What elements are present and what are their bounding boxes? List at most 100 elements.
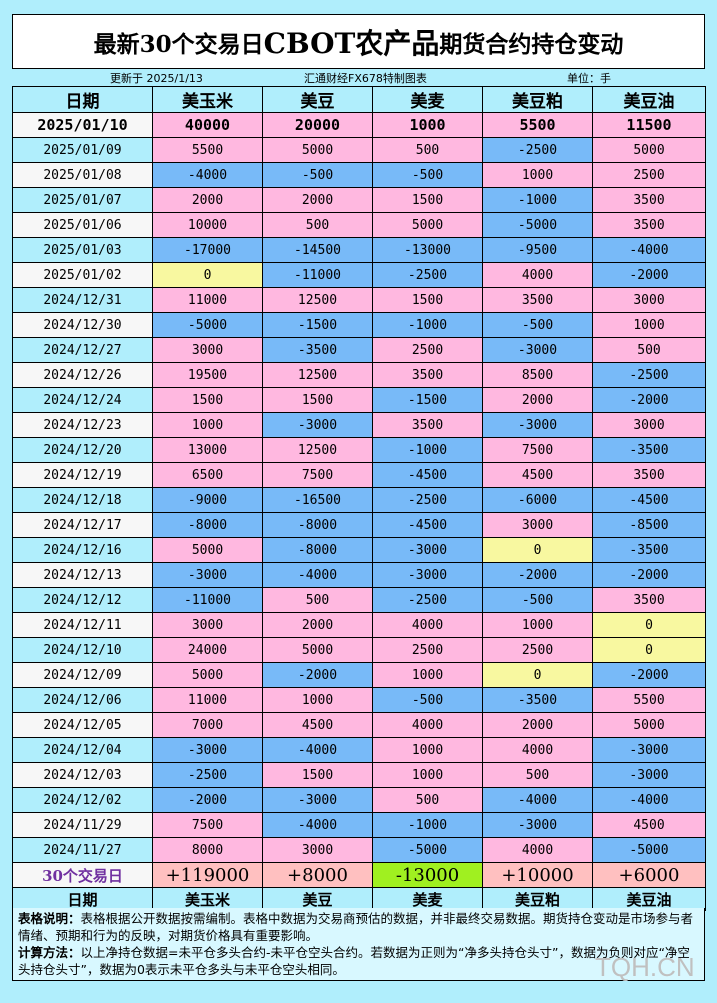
- source-label: 汇通财经FX678特制图表: [304, 72, 427, 85]
- date-cell: 2024/12/02: [12, 787, 153, 813]
- value-cell: 3500: [372, 362, 483, 388]
- value-cell: 6500: [152, 462, 263, 488]
- value-cell: -8000: [262, 512, 373, 538]
- value-cell: -3500: [592, 537, 706, 563]
- table-row: 2024/12/16 5000 -8000 -3000 0 -3500: [12, 537, 706, 563]
- date-cell: 2024/12/27: [12, 337, 153, 363]
- table-row: 2024/12/27 3000 -3500 2500 -3000 500: [12, 337, 706, 363]
- date-cell: 2025/01/02: [12, 262, 153, 288]
- value-cell: -3000: [262, 412, 373, 438]
- value-cell: -3000: [482, 337, 593, 363]
- value-cell: -11000: [152, 587, 263, 613]
- value-cell: -17000: [152, 237, 263, 263]
- table-row: 2025/01/02 0 -11000 -2500 4000 -2000: [12, 262, 706, 288]
- value-cell: -5000: [152, 312, 263, 338]
- table-row: 2024/12/10 24000 5000 2500 2500 0: [12, 637, 706, 663]
- table-row: 2025/01/06 10000 500 5000 -5000 3500: [12, 212, 706, 238]
- table-row: 2024/12/02 -2000 -3000 500 -4000 -4000: [12, 787, 706, 813]
- date-cell: 2025/01/07: [12, 187, 153, 213]
- value-cell: 2500: [592, 162, 706, 188]
- value-cell: 1000: [372, 762, 483, 788]
- title-part2: CBOT农产品: [263, 26, 440, 60]
- table-row: 2025/01/07 2000 2000 1500 -1000 3500: [12, 187, 706, 213]
- value-cell: -3000: [262, 787, 373, 813]
- value-cell: 1000: [482, 612, 593, 638]
- date-cell: 2024/12/26: [12, 362, 153, 388]
- table-row: 2025/01/08 -4000 -500 -500 1000 2500: [12, 162, 706, 188]
- date-cell: 2024/12/03: [12, 762, 153, 788]
- value-cell: -2500: [372, 487, 483, 513]
- title-part1: 最新30个交易日: [93, 30, 264, 58]
- footer-header-row: 日期 美玉米 美豆 美麦 美豆粕 美豆油: [12, 887, 706, 911]
- date-cell: 2024/12/11: [12, 612, 153, 638]
- table-row: 2024/12/20 13000 12500 -1000 7500 -3500: [12, 437, 706, 463]
- value-cell: 13000: [152, 437, 263, 463]
- table-row: 2024/12/26 19500 12500 3500 8500 -2500: [12, 362, 706, 388]
- notes: 表格说明：表格根据公开数据按需编制。表格中数据为交易商预估的数据，并非最终交易数…: [12, 908, 705, 981]
- value-cell: 2000: [482, 387, 593, 413]
- table-row: 2024/12/12 -11000 500 -2500 -500 3500: [12, 587, 706, 613]
- value-cell: 12500: [262, 287, 373, 313]
- value-cell: 11500: [592, 112, 706, 138]
- date-cell: 2024/12/20: [12, 437, 153, 463]
- value-cell: 0: [152, 262, 263, 288]
- date-cell: 2025/01/08: [12, 162, 153, 188]
- value-cell: 500: [372, 137, 483, 163]
- value-cell: 3500: [592, 587, 706, 613]
- value-cell: -4000: [262, 812, 373, 838]
- positions-table: 日期 美玉米 美豆 美麦 美豆粕 美豆油 2025/01/10 40000 20000 1000 5…: [12, 86, 706, 911]
- value-cell: 3500: [592, 187, 706, 213]
- value-cell: 5000: [372, 212, 483, 238]
- value-cell: 2500: [372, 337, 483, 363]
- value-cell: -2500: [482, 137, 593, 163]
- date-cell: 2024/12/13: [12, 562, 153, 588]
- value-cell: 2000: [482, 712, 593, 738]
- date-cell: 2024/12/18: [12, 487, 153, 513]
- value-cell: 5500: [592, 687, 706, 713]
- desc-text: 表格根据公开数据按需编制。表格中数据为交易商预估的数据，并非最终交易数据。期货持…: [18, 911, 694, 943]
- value-cell: -8500: [592, 512, 706, 538]
- value-cell: 1000: [592, 312, 706, 338]
- value-cell: -5000: [482, 212, 593, 238]
- value-cell: 1500: [152, 387, 263, 413]
- value-cell: -14500: [262, 237, 373, 263]
- value-cell: -2000: [152, 787, 263, 813]
- value-cell: 5500: [482, 112, 593, 138]
- date-cell: 2024/12/19: [12, 462, 153, 488]
- value-cell: 2000: [262, 187, 373, 213]
- value-cell: -4000: [592, 787, 706, 813]
- value-cell: -500: [372, 687, 483, 713]
- value-cell: -2000: [482, 562, 593, 588]
- value-cell: -4000: [262, 737, 373, 763]
- date-cell: 2025/01/10: [12, 112, 153, 138]
- value-cell: 500: [482, 762, 593, 788]
- unit-label: 单位：手: [567, 72, 611, 85]
- value-cell: -11000: [262, 262, 373, 288]
- column-header: 日期: [12, 887, 153, 911]
- date-cell: 2024/12/05: [12, 712, 153, 738]
- table-row: 2024/12/24 1500 1500 -1500 2000 -2000: [12, 387, 706, 413]
- value-cell: -3500: [482, 687, 593, 713]
- date-cell: 2025/01/03: [12, 237, 153, 263]
- value-cell: 0: [482, 662, 593, 688]
- value-cell: -3000: [152, 737, 263, 763]
- table-row: 2024/11/29 7500 -4000 -1000 -3000 4500: [12, 812, 706, 838]
- column-header: 美豆粕: [482, 86, 593, 113]
- value-cell: -500: [372, 162, 483, 188]
- table-row: 2024/12/17 -8000 -8000 -4500 3000 -8500: [12, 512, 706, 538]
- table-row: 2024/12/18 -9000 -16500 -2500 -6000 -4500: [12, 487, 706, 513]
- value-cell: 20000: [262, 112, 373, 138]
- date-cell: 2024/12/10: [12, 637, 153, 663]
- value-cell: 0: [592, 612, 706, 638]
- value-cell: -8000: [262, 537, 373, 563]
- value-cell: 3000: [152, 337, 263, 363]
- value-cell: 3000: [592, 412, 706, 438]
- column-header: 美麦: [372, 887, 483, 911]
- value-cell: 1500: [262, 762, 373, 788]
- value-cell: 500: [262, 587, 373, 613]
- value-cell: -13000: [372, 237, 483, 263]
- value-cell: 8500: [482, 362, 593, 388]
- value-cell: -4500: [592, 487, 706, 513]
- date-cell: 2024/12/17: [12, 512, 153, 538]
- value-cell: -2500: [372, 262, 483, 288]
